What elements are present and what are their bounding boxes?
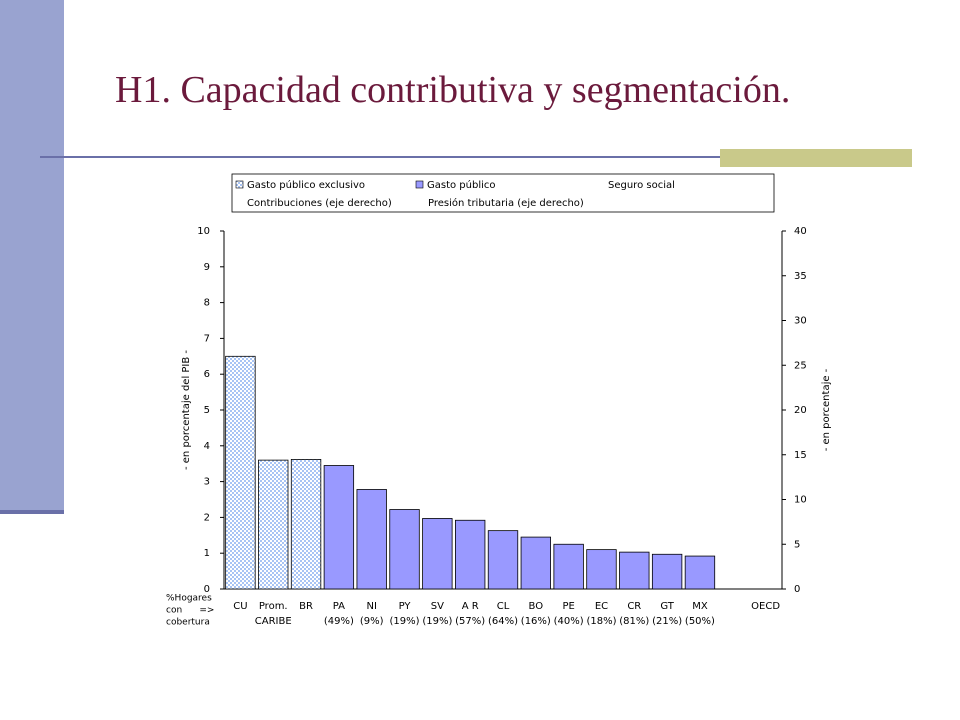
legend-swatch bbox=[235, 180, 244, 189]
y-tick-label: 6 bbox=[204, 369, 210, 380]
y-tick-label: 0 bbox=[204, 584, 210, 595]
x-tick-sublabel: (49%) bbox=[324, 616, 354, 627]
bar bbox=[225, 355, 256, 590]
bar bbox=[258, 459, 289, 590]
side-bar bbox=[0, 0, 64, 512]
x-tick-sublabel: (40%) bbox=[554, 616, 584, 627]
y-tick-label: 5 bbox=[204, 405, 210, 416]
x-tick-sublabel: (50%) bbox=[685, 616, 715, 627]
y2-tick-label: 30 bbox=[794, 316, 807, 327]
y2-tick-label: 0 bbox=[794, 584, 800, 595]
bar bbox=[487, 530, 519, 590]
x-tick-label: OECD bbox=[751, 601, 780, 612]
bar bbox=[520, 536, 551, 590]
y-tick-label: 2 bbox=[204, 512, 210, 523]
bar bbox=[455, 519, 486, 590]
x-tick-sublabel: (18%) bbox=[586, 616, 616, 627]
x-tick-label: PY bbox=[399, 601, 412, 612]
legend-label: Gasto público bbox=[427, 179, 496, 191]
y-tick-label: 8 bbox=[204, 298, 210, 309]
x-tick-label: PA bbox=[333, 601, 345, 612]
x-tick-label: SV bbox=[431, 601, 444, 612]
y-tick-label: 1 bbox=[204, 548, 210, 559]
x-tick-label: A R bbox=[462, 601, 479, 612]
x-tick-sublabel: (19%) bbox=[422, 616, 452, 627]
row-label: con => bbox=[166, 606, 214, 616]
legend-label: Seguro social bbox=[608, 180, 675, 191]
x-tick-label: PE bbox=[562, 601, 574, 612]
x-tick-label: BR bbox=[299, 601, 313, 612]
bar bbox=[422, 518, 453, 590]
x-tick-label: MX bbox=[692, 601, 708, 612]
legend-label: Presión tributaria (eje derecho) bbox=[428, 197, 584, 209]
y-tick-label: 10 bbox=[197, 226, 210, 237]
y2-axis-title: - en porcentaje - bbox=[821, 368, 832, 451]
bar bbox=[684, 555, 716, 590]
legend-label: Contribuciones (eje derecho) bbox=[247, 198, 392, 209]
bar bbox=[356, 489, 387, 590]
x-tick-sublabel: (19%) bbox=[390, 616, 420, 627]
row-label: %Hogares bbox=[166, 594, 212, 604]
y2-tick-label: 5 bbox=[794, 539, 800, 550]
x-tick-sublabel: (64%) bbox=[488, 616, 518, 627]
x-tick-sublabel: (81%) bbox=[619, 616, 649, 627]
legend-label: Gasto público exclusivo bbox=[247, 179, 365, 191]
x-tick-label: CR bbox=[627, 601, 641, 612]
x-tick-sublabel: (57%) bbox=[455, 616, 485, 627]
x-tick-label: CU bbox=[233, 601, 247, 612]
row-label: cobertura bbox=[166, 618, 210, 628]
x-tick-label: GT bbox=[660, 601, 674, 612]
x-tick-sublabel: CARIBE bbox=[255, 616, 292, 627]
x-tick-sublabel: (21%) bbox=[652, 616, 682, 627]
y-tick-label: 4 bbox=[204, 441, 210, 452]
x-tick-label: NI bbox=[366, 601, 376, 612]
x-tick-label: CL bbox=[497, 601, 510, 612]
y-tick-label: 3 bbox=[204, 477, 210, 488]
y2-tick-label: 35 bbox=[794, 271, 807, 282]
x-tick-label: EC bbox=[595, 601, 608, 612]
bar bbox=[290, 459, 322, 590]
bar bbox=[553, 543, 584, 590]
bar bbox=[651, 553, 683, 590]
y2-tick-label: 40 bbox=[794, 226, 807, 237]
x-tick-sublabel: (16%) bbox=[521, 616, 551, 627]
legend-swatch bbox=[415, 180, 424, 189]
y2-tick-label: 25 bbox=[794, 360, 807, 371]
slide-title: H1. Capacidad contributiva y segmentació… bbox=[115, 69, 790, 111]
y2-tick-label: 10 bbox=[794, 495, 807, 506]
side-bar-edge bbox=[0, 510, 64, 514]
bar bbox=[389, 509, 420, 590]
x-tick-label: BO bbox=[529, 601, 544, 612]
y-axis-title: - en porcentaje del PIB - bbox=[181, 350, 192, 470]
y2-tick-label: 15 bbox=[794, 450, 807, 461]
bar bbox=[619, 551, 650, 590]
y-tick-label: 9 bbox=[204, 262, 210, 273]
y-tick-label: 7 bbox=[204, 333, 210, 344]
y2-tick-label: 20 bbox=[794, 405, 807, 416]
bar bbox=[586, 549, 617, 590]
x-tick-sublabel: (9%) bbox=[360, 616, 384, 627]
accent-block bbox=[720, 149, 912, 167]
x-tick-label: Prom. bbox=[259, 601, 288, 612]
legend bbox=[231, 173, 775, 213]
bar bbox=[323, 465, 355, 590]
